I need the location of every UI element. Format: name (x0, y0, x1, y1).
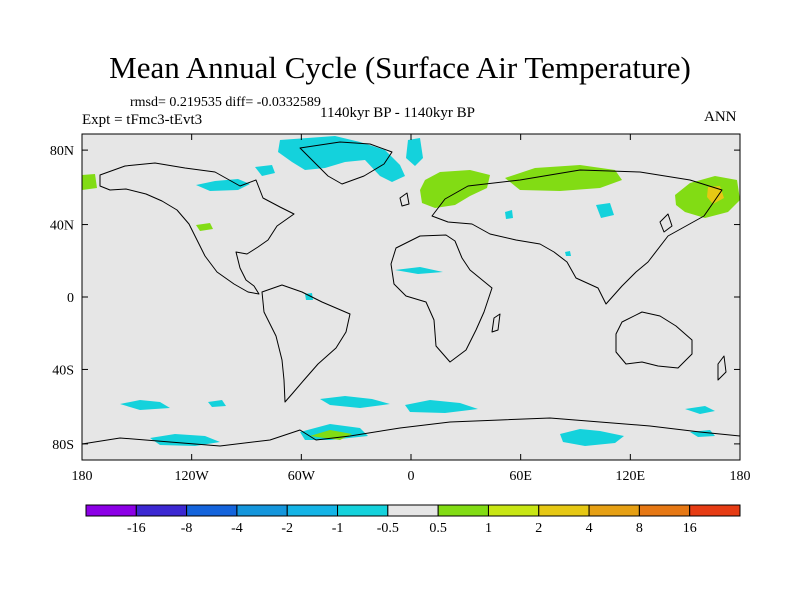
lat-tick-label: 40N (50, 219, 74, 234)
cold-anomaly-ross (150, 434, 220, 446)
rmsd-label: rmsd= (130, 95, 166, 110)
cold-anomaly-southern-1 (120, 400, 170, 410)
coastlines (82, 141, 740, 447)
colorbar (85, 504, 741, 517)
coast-british-isles (399, 192, 410, 207)
cold-anomaly-barents (406, 138, 423, 166)
colorbar-box (286, 504, 339, 517)
cold-anomaly-greenland (278, 136, 405, 182)
colorbar-box (236, 504, 288, 517)
period-label: 1140kyr BP - 1140kyr BP (320, 105, 476, 121)
colorbar-label: -1 (332, 521, 344, 536)
cold-anomaly-india (565, 251, 571, 256)
colorbar-box (538, 504, 590, 517)
lon-tick-label: 60W (288, 469, 316, 484)
season-label: ANN (704, 109, 737, 125)
colorbar-box (85, 504, 137, 517)
colorbar-label: 0.5 (429, 521, 447, 536)
lat-tick-label: 80S (52, 438, 74, 453)
coast-new-zealand (717, 355, 727, 381)
lat-tick-label: 40S (52, 363, 74, 378)
cold-anomaly-southern-5 (685, 406, 715, 414)
colorbar-box (437, 504, 489, 517)
stats-line: rmsd= 0.219535 diff= -0.0332589 (130, 95, 321, 111)
coast-africa-eurasia (390, 169, 723, 363)
colorbar-label: 8 (636, 521, 643, 536)
cold-anomaly-southern-4 (405, 400, 478, 413)
colorbar-box (638, 504, 691, 517)
colorbar-label: 1 (485, 521, 492, 536)
colorbar-label: 16 (683, 521, 697, 536)
colorbar-box (689, 504, 741, 517)
colorbar-box (387, 504, 439, 517)
strong-warm-anomaly-pacific (707, 186, 724, 204)
longitude-axis: 180 120W 60W 0 60E 120E 180 (72, 134, 751, 484)
warm-anomaly-alaska (82, 174, 97, 190)
colorbar-label: -8 (181, 521, 193, 536)
coast-australia (615, 311, 693, 369)
lon-tick-label: 0 (408, 469, 415, 484)
cold-anomaly-north-atlantic (395, 267, 443, 274)
colorbar-box (186, 504, 238, 517)
coast-antarctica (82, 417, 740, 447)
colorbar-label: -0.5 (377, 521, 399, 536)
cold-anomaly-east-antarctic (560, 429, 624, 446)
diff-label: diff= (225, 95, 254, 110)
chart-title: Mean Annual Cycle (Surface Air Temperatu… (109, 50, 691, 85)
lon-tick-label: 60E (509, 469, 532, 484)
colorbar-box (337, 504, 389, 517)
warm-anomaly-siberia (505, 165, 622, 191)
warm-anomaly-us (196, 223, 213, 231)
warm-anomaly-group (82, 165, 740, 440)
lon-tick-label: 180 (72, 469, 93, 484)
rmsd-value: 0.219535 (169, 95, 222, 110)
colorbar-label: -4 (231, 521, 243, 536)
cold-anomaly-group (120, 136, 715, 446)
lat-tick-label: 80N (50, 144, 74, 159)
colorbar-box (487, 504, 540, 517)
coast-north-america (99, 162, 295, 295)
cold-anomaly-southern-2 (208, 400, 226, 407)
coast-greenland (299, 141, 393, 185)
latitude-axis: 80N 40N 0 40S 80S (50, 144, 740, 453)
experiment-label: Expt = tFmc3-tEvt3 (82, 112, 203, 128)
colorbar-label: 4 (586, 521, 593, 536)
colorbar-label: -2 (281, 521, 293, 536)
cold-anomaly-asia-small (505, 210, 513, 219)
anomaly-layer (82, 136, 740, 446)
warm-anomaly-northern-europe (420, 170, 490, 208)
coast-south-america (261, 284, 351, 403)
colorbar-label: -16 (127, 521, 146, 536)
lon-tick-label: 120E (616, 469, 646, 484)
coast-japan (659, 213, 673, 233)
lon-tick-label: 120W (175, 469, 210, 484)
cold-anomaly-asia-east (596, 203, 614, 218)
lon-tick-label: 180 (730, 469, 751, 484)
colorbar-label: 2 (535, 521, 542, 536)
lat-tick-label: 0 (67, 291, 74, 306)
colorbar-labels: -16 -8 -4 -2 -1 -0.5 0.5 1 2 4 8 16 (127, 521, 697, 536)
colorbar-box (135, 504, 188, 517)
colorbar-box (588, 504, 640, 517)
cold-anomaly-hudson (255, 165, 275, 176)
cold-anomaly-labrador (196, 179, 250, 191)
coast-madagascar (491, 313, 501, 333)
diff-value: -0.0332589 (256, 95, 321, 110)
cold-anomaly-southern-3 (320, 396, 390, 408)
strong-warm-anomaly-group (707, 186, 724, 204)
